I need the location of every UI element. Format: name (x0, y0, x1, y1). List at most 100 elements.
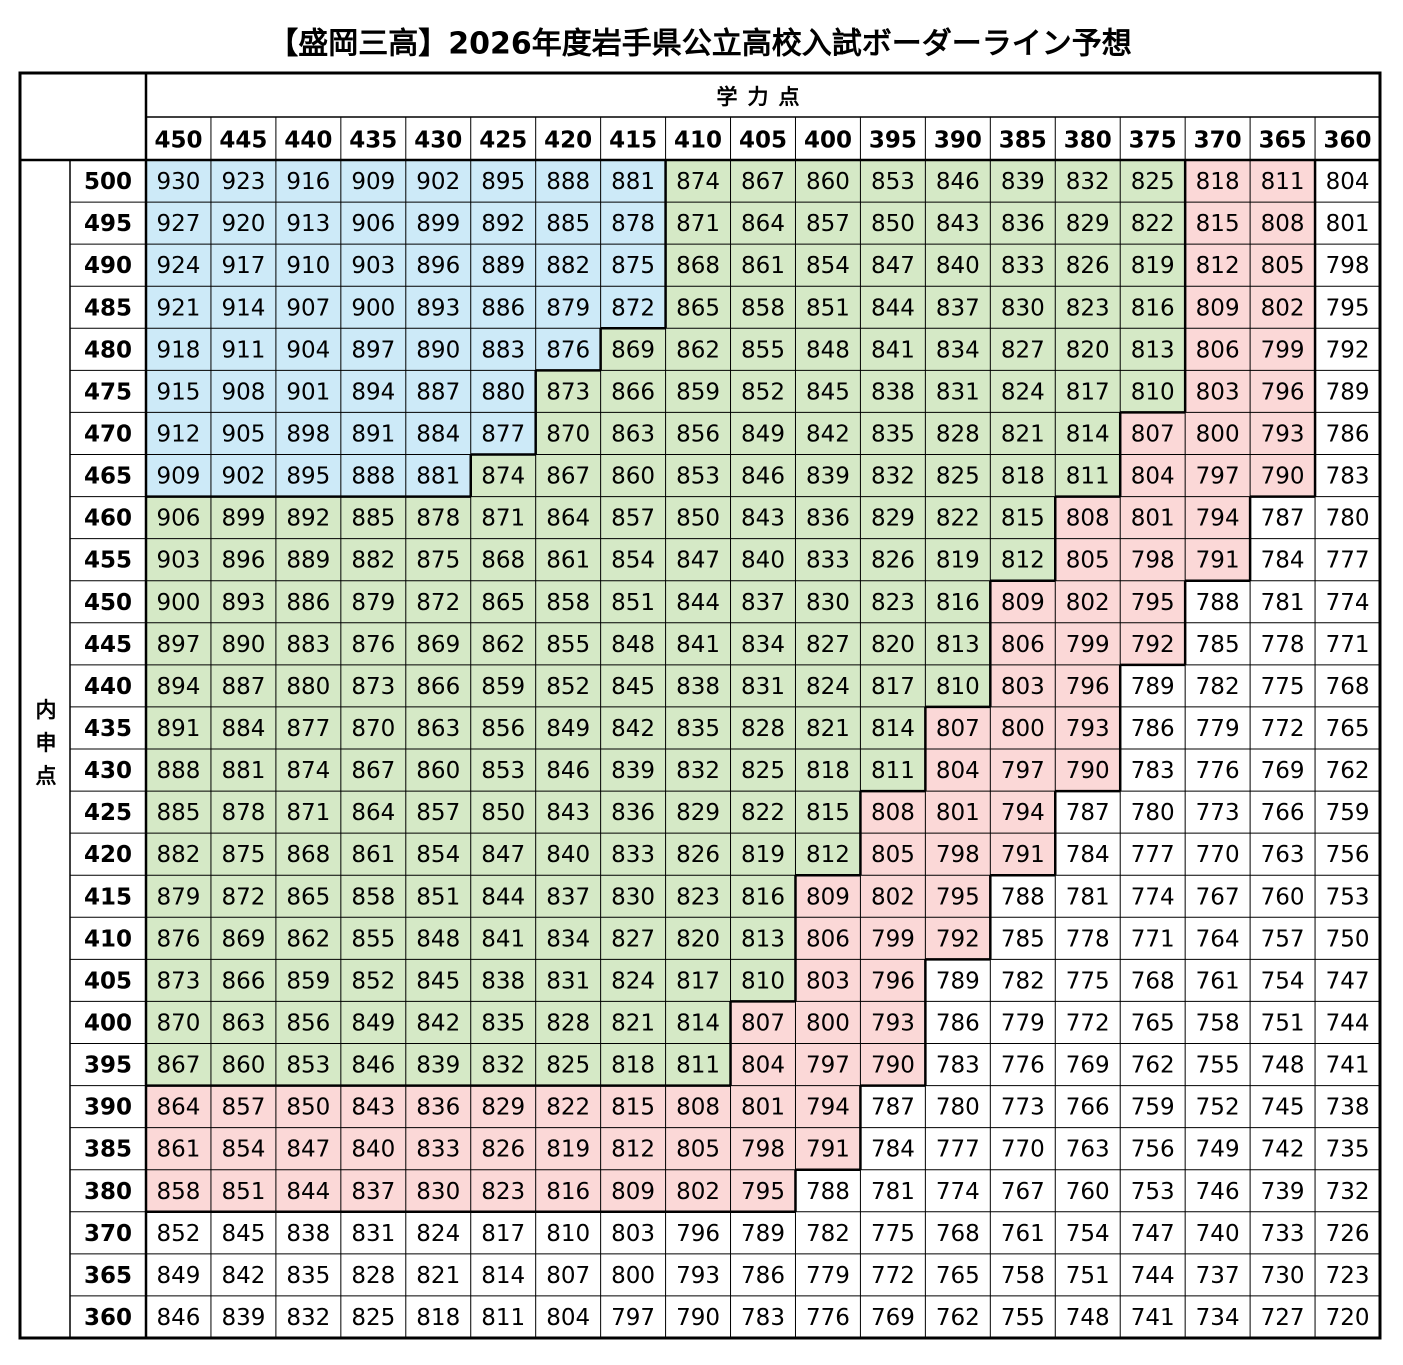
cell-bg (1315, 160, 1380, 203)
cell-value: 806 (1196, 337, 1240, 363)
cell-value: 825 (351, 1305, 395, 1331)
cell-bg (860, 1043, 926, 1086)
cell-bg (275, 370, 341, 413)
cell-bg (340, 664, 406, 707)
cell-bg (146, 622, 211, 665)
cell-bg (925, 160, 991, 203)
cell-bg (275, 791, 341, 834)
cell-bg (1055, 202, 1121, 245)
cell-bg (730, 1211, 796, 1254)
cell-bg (990, 286, 1056, 329)
cell-bg (1055, 1169, 1121, 1212)
cell-bg (146, 328, 211, 371)
cell-bg (405, 706, 471, 749)
cell-value: 808 (871, 800, 915, 826)
cell-value: 833 (1001, 253, 1045, 279)
cell-value: 830 (1001, 295, 1045, 321)
cell-value: 907 (286, 295, 330, 321)
cell-bg (1250, 286, 1316, 329)
cell-bg (275, 244, 341, 287)
cell-value: 871 (676, 211, 720, 237)
cell-value: 824 (806, 674, 850, 700)
cell-bg (665, 496, 731, 539)
cell-value: 753 (1326, 884, 1370, 910)
cell-bg (1250, 1001, 1316, 1044)
cell-value: 804 (1326, 169, 1370, 195)
cell-bg (146, 959, 211, 1002)
cell-value: 776 (1196, 758, 1240, 784)
cell-bg (990, 538, 1056, 581)
cell-bg (795, 538, 861, 581)
cell-value: 797 (611, 1305, 655, 1331)
cell-bg (1185, 875, 1251, 918)
cell-bg (340, 412, 406, 455)
cell-bg (1185, 1211, 1251, 1254)
cell-bg (340, 875, 406, 918)
cell-value: 809 (1001, 590, 1045, 616)
cell-value: 871 (286, 800, 330, 826)
cell-bg (210, 496, 276, 539)
cell-bg (795, 202, 861, 245)
column-header: 385 (999, 128, 1047, 154)
cell-value: 805 (1066, 548, 1110, 574)
cell-value: 811 (1261, 169, 1305, 195)
cell-bg (1250, 917, 1316, 960)
cell-value: 828 (546, 1010, 590, 1036)
cell-value: 749 (1196, 1137, 1240, 1163)
cell-value: 813 (1131, 337, 1175, 363)
cell-value: 790 (1066, 758, 1110, 784)
cell-bg (1120, 286, 1186, 329)
cell-value: 869 (416, 632, 460, 658)
cell-bg (795, 749, 861, 792)
cell-bg (1185, 791, 1251, 834)
cell-bg (535, 875, 601, 918)
cell-value: 830 (806, 590, 850, 616)
cell-value: 765 (936, 1263, 980, 1289)
cell-value: 867 (741, 169, 785, 195)
cell-bg (470, 160, 536, 203)
table-border (18, 71, 1382, 1340)
cell-bg (210, 875, 276, 918)
column-header: 365 (1259, 128, 1307, 154)
cell-value: 799 (1261, 337, 1305, 363)
cell-bg (405, 538, 471, 581)
cell-value: 894 (157, 674, 201, 700)
cell-value: 859 (481, 674, 525, 700)
cell-value: 802 (1261, 295, 1305, 321)
cell-value: 903 (157, 548, 201, 574)
cell-bg (1315, 1085, 1380, 1128)
cell-bg (665, 1295, 731, 1338)
cell-value: 796 (1261, 379, 1305, 405)
cell-bg (665, 202, 731, 245)
cell-value: 866 (221, 968, 265, 994)
cell-bg (860, 875, 926, 918)
cell-bg (1055, 622, 1121, 665)
cell-bg (1055, 791, 1121, 834)
cell-bg (860, 833, 926, 876)
cell-value: 875 (416, 548, 460, 574)
cell-bg (795, 1295, 861, 1338)
cell-bg (925, 1169, 991, 1212)
cell-value: 875 (221, 842, 265, 868)
cell-bg (665, 622, 731, 665)
cell-bg (1120, 706, 1186, 749)
cell-bg (730, 412, 796, 455)
cell-bg (600, 664, 666, 707)
cell-bg (990, 202, 1056, 245)
cell-bg (210, 917, 276, 960)
cell-value: 765 (1326, 716, 1370, 742)
cell-bg (535, 370, 601, 413)
cell-value: 829 (481, 1095, 525, 1121)
cell-bg (405, 160, 471, 203)
cell-bg (1315, 370, 1380, 413)
cell-value: 854 (806, 253, 850, 279)
cell-value: 825 (1131, 169, 1175, 195)
cell-bg (730, 328, 796, 371)
cell-value: 833 (416, 1137, 460, 1163)
cell-bg (1120, 1211, 1186, 1254)
cell-value: 796 (1066, 674, 1110, 700)
cell-bg (405, 202, 471, 245)
cell-value: 826 (481, 1137, 525, 1163)
cell-bg (210, 622, 276, 665)
cell-bg (990, 1295, 1056, 1338)
